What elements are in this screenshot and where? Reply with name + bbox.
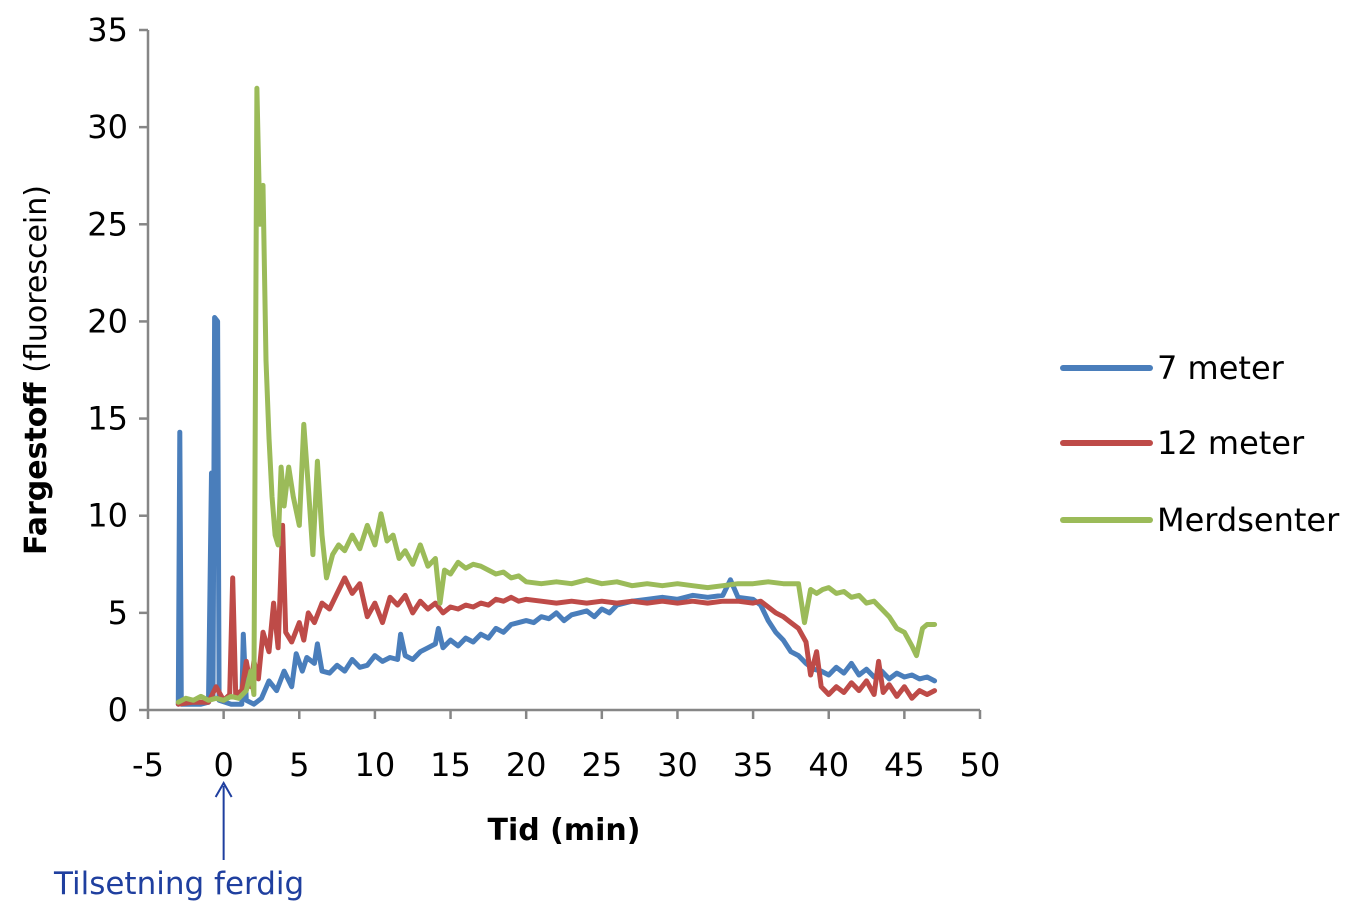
annotation-tilsetning-ferdig: Tilsetning ferdig (53, 780, 304, 902)
y-tick-label: 15 (87, 400, 128, 438)
y-axis-title-rest: (fluorescein) (19, 185, 54, 382)
series-lines (175, 85, 938, 707)
y-tick-label: 10 (87, 497, 128, 535)
legend-label-12-meter: 12 meter (1157, 424, 1305, 462)
x-tick-label: 45 (884, 746, 925, 784)
x-tick-label: 50 (960, 746, 1001, 784)
x-tick-label: 40 (808, 746, 849, 784)
legend-label-7-meter: 7 meter (1157, 349, 1285, 387)
y-axis-title: Fargestoff (fluorescein) (19, 185, 54, 555)
x-tick-label: 5 (289, 746, 309, 784)
x-tick-label: 0 (213, 746, 233, 784)
x-tick-label: 10 (355, 746, 396, 784)
x-tick-label: 20 (506, 746, 547, 784)
x-tick-label: -5 (132, 746, 164, 784)
legend-label-merdsenter: Merdsenter (1157, 501, 1340, 539)
x-tick-label: 15 (430, 746, 471, 784)
x-tick-label: 30 (657, 746, 698, 784)
x-tick-label: 25 (581, 746, 622, 784)
y-tick-label: 0 (108, 691, 128, 729)
annotation-arrow-head (214, 780, 233, 798)
y-tick-label: 30 (87, 108, 128, 146)
x-tick-label: 35 (733, 746, 774, 784)
legend: 7 meter 12 meter Merdsenter (1060, 349, 1340, 539)
y-tick-label: 25 (87, 205, 128, 243)
y-axis-title-bold: Fargestoff (19, 382, 54, 555)
series-line-merdsenter (175, 85, 938, 705)
series-line-12-meter (175, 522, 938, 707)
series-line-7-meter (175, 315, 938, 707)
annotation-label: Tilsetning ferdig (53, 866, 304, 902)
x-axis-ticks: -5 0 5 10 15 20 25 30 35 40 45 50 (132, 710, 1000, 784)
x-axis-title: Tid (min) (488, 813, 641, 848)
y-axis-ticks: 0 5 10 15 20 25 30 35 (87, 11, 148, 729)
y-tick-label: 35 (87, 11, 128, 49)
y-tick-label: 5 (108, 594, 128, 632)
y-tick-label: 20 (87, 302, 128, 340)
